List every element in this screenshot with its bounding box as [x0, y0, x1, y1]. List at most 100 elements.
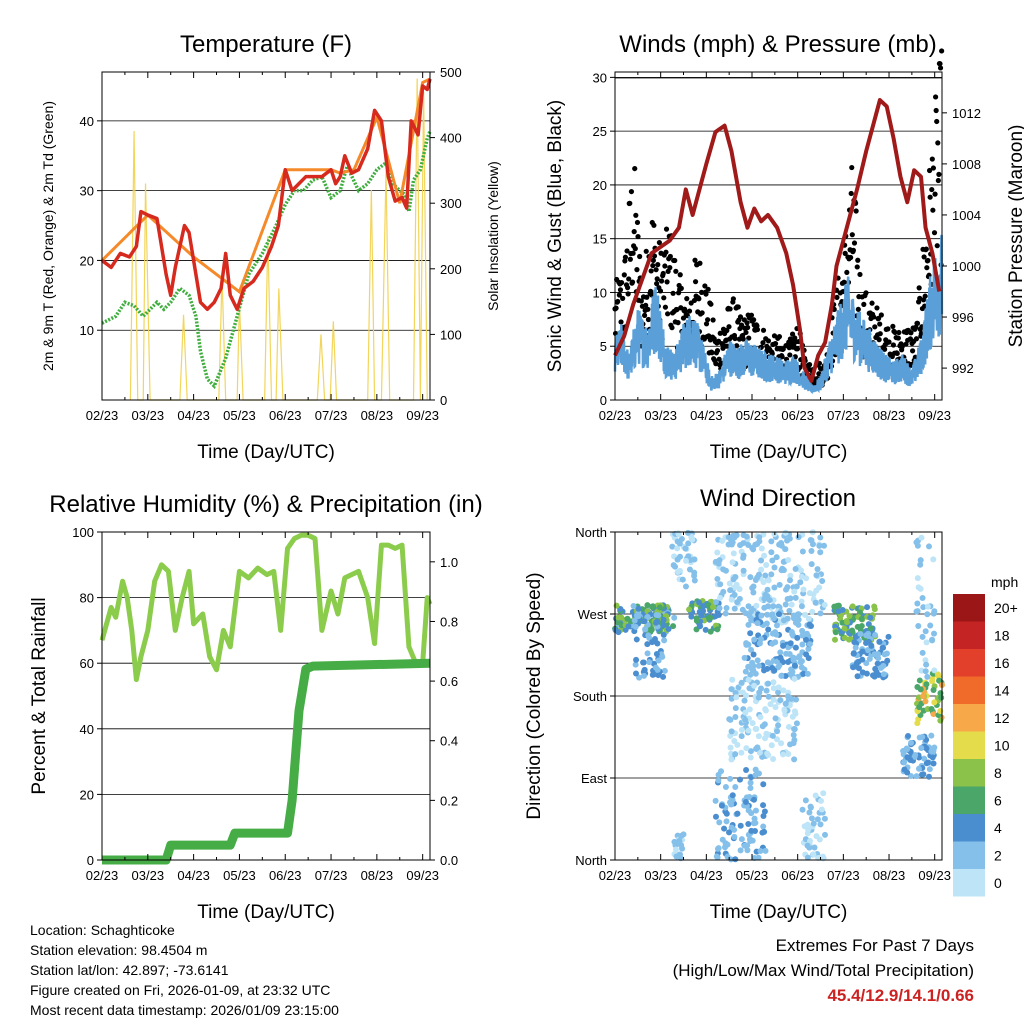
- direction-point: [800, 586, 807, 593]
- winds-x-ticklabel: 07/23: [827, 408, 860, 423]
- direction-point: [808, 548, 815, 555]
- direction-point: [808, 815, 815, 822]
- direction-point: [921, 755, 928, 762]
- direction-point: [764, 659, 771, 666]
- direction-point: [924, 673, 931, 680]
- gust-point: [932, 191, 938, 197]
- direction-point: [762, 591, 769, 598]
- direction-point: [712, 797, 719, 804]
- gust-point: [896, 329, 902, 336]
- direction-point: [930, 747, 937, 754]
- gust-point: [667, 253, 673, 260]
- colorbar-label: 10: [994, 738, 1010, 754]
- direction-point: [917, 561, 924, 568]
- humidity-y-ticklabel: 40: [80, 722, 94, 737]
- direction-point: [760, 802, 767, 809]
- gust-point: [918, 331, 924, 337]
- direction-point: [916, 677, 923, 684]
- direction-point: [745, 676, 752, 683]
- direction-point: [741, 842, 748, 849]
- direction-point: [632, 623, 639, 630]
- direction-point: [853, 663, 860, 670]
- direction-point: [747, 785, 754, 792]
- direction-point: [777, 654, 784, 661]
- direction-point: [655, 657, 662, 664]
- direction-point: [765, 693, 772, 700]
- direction-point: [753, 602, 760, 609]
- direction-point: [714, 626, 721, 633]
- gust-point: [890, 342, 897, 348]
- temperature-x-ticklabel: 06/23: [269, 408, 302, 423]
- direction-point: [661, 667, 668, 674]
- direction-point: [747, 754, 754, 761]
- gust-point: [882, 346, 888, 352]
- gust-point: [662, 304, 669, 310]
- direction-point: [831, 636, 838, 643]
- direction-point: [649, 671, 656, 678]
- direction-point: [743, 767, 750, 774]
- direction-point: [679, 576, 686, 583]
- temperature-x-ticklabel: 02/23: [86, 408, 119, 423]
- direction-point: [715, 771, 722, 778]
- direction-point: [795, 621, 802, 628]
- direction-point: [776, 662, 783, 669]
- direction-point: [920, 771, 927, 778]
- humidity-y-ticklabel: 60: [80, 656, 94, 671]
- gust-point: [618, 280, 625, 286]
- gust-point: [620, 295, 626, 301]
- direction-point: [794, 634, 801, 641]
- gust-point: [724, 327, 730, 334]
- gust-point: [806, 362, 813, 368]
- direction-point: [730, 576, 737, 583]
- direction-point: [753, 726, 760, 733]
- direction-point: [776, 581, 783, 588]
- direction-point: [876, 638, 883, 645]
- humidity-ylabel: Percent & Total Rainfall: [29, 597, 50, 794]
- direction-point: [747, 838, 754, 845]
- direction-point: [919, 733, 926, 740]
- direction-point: [777, 697, 784, 704]
- direction-point: [904, 769, 911, 776]
- direction-point: [938, 694, 945, 701]
- direction-point: [649, 639, 656, 646]
- direction-point: [778, 567, 785, 574]
- humidity-xlabel: Time (Day/UTC): [197, 902, 335, 923]
- humidity-plot-area: [99, 532, 433, 865]
- direction-point: [900, 747, 907, 754]
- gust-point: [849, 232, 855, 238]
- winds-y-ticklabel: 25: [593, 124, 607, 139]
- direction-point: [774, 728, 781, 735]
- direction-point: [728, 695, 735, 702]
- direction-point: [688, 535, 695, 542]
- gust-point: [926, 167, 933, 174]
- direction-point: [734, 599, 741, 606]
- direction-point: [931, 630, 938, 637]
- direction-point: [632, 661, 639, 668]
- direction-point: [917, 686, 924, 693]
- gust-point: [913, 324, 919, 330]
- gust-point: [908, 330, 914, 336]
- direction-point: [760, 579, 767, 586]
- direction-point: [817, 821, 824, 828]
- direction-point: [914, 542, 921, 549]
- direction-point: [871, 603, 878, 610]
- direction-point: [714, 854, 721, 861]
- direction-point: [760, 781, 767, 788]
- direction-point: [728, 728, 735, 735]
- direction-point: [734, 810, 741, 817]
- direction-point: [742, 716, 749, 723]
- gust-point: [913, 336, 920, 342]
- direction-point: [791, 756, 798, 763]
- direction-point: [791, 726, 798, 733]
- direction-point: [630, 603, 637, 610]
- direction-point: [908, 739, 915, 746]
- direction-point: [748, 827, 755, 834]
- direction-point: [821, 815, 828, 822]
- direction-point: [737, 542, 744, 549]
- gust-point: [703, 321, 710, 327]
- direction-point: [769, 557, 776, 564]
- gust-point: [937, 61, 943, 67]
- winds-y-ticklabel: 0: [600, 393, 607, 408]
- humidity-title: Relative Humidity (%) & Precipitation (i…: [49, 491, 482, 518]
- colorbar-swatch: [953, 594, 985, 622]
